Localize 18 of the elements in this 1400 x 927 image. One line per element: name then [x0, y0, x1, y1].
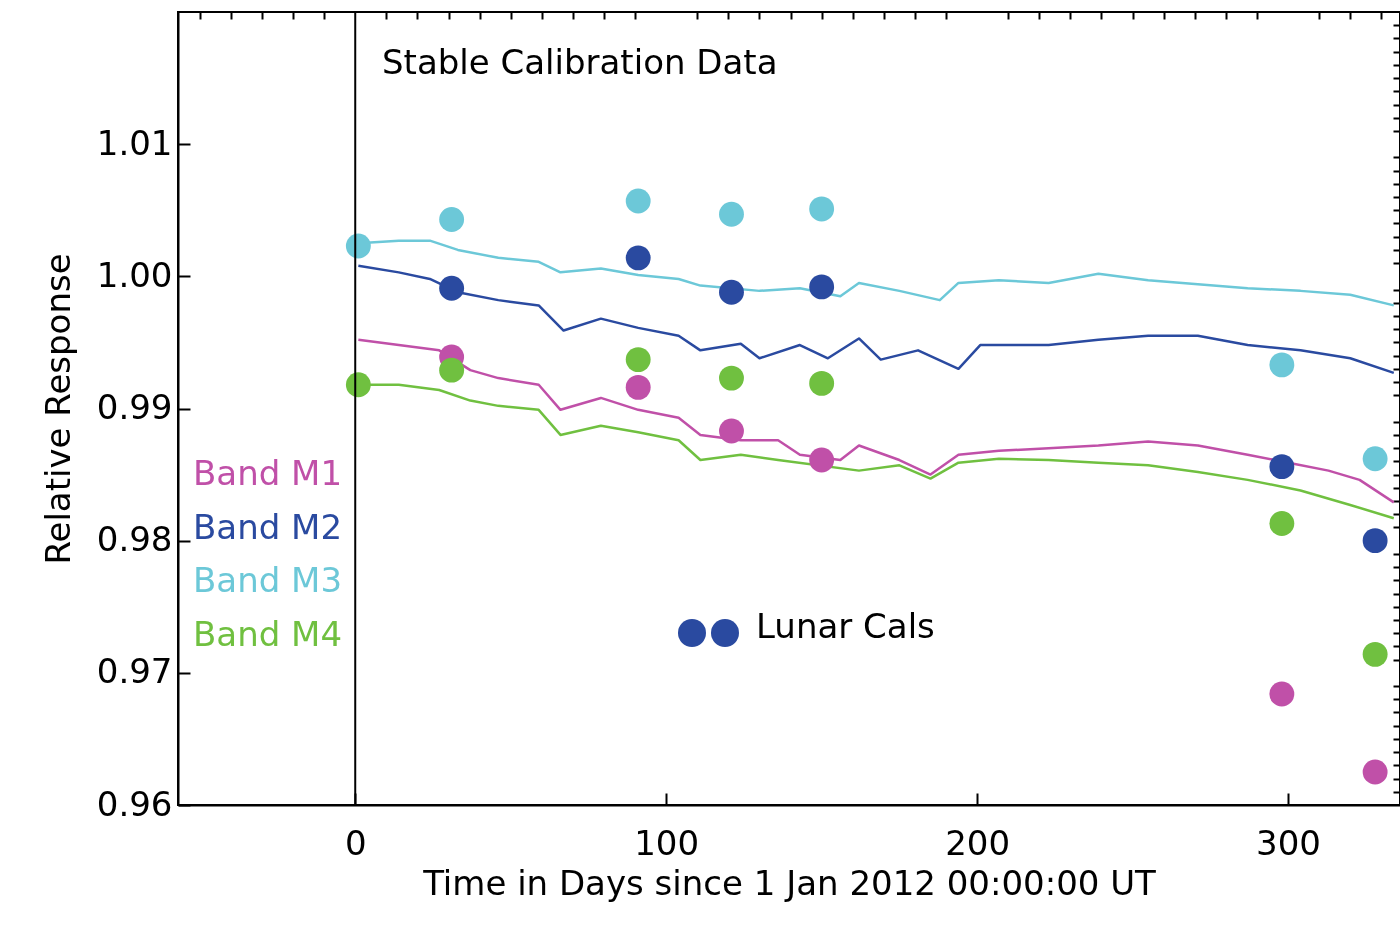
x-tick-label: 200	[945, 822, 1011, 863]
y-tick-label: 0.98	[96, 519, 173, 560]
annotation: Lunar Cals	[756, 606, 935, 646]
text: Band M4	[193, 613, 343, 654]
text: Stable Calibration Data	[382, 42, 778, 82]
y-tick-label: 1.00	[96, 254, 173, 295]
x-tick-label: 100	[634, 822, 700, 863]
y-tick-label: 1.01	[96, 122, 173, 163]
text: Band M1	[193, 453, 343, 493]
x-tick-label: 300	[1256, 822, 1322, 863]
y-tick-label: 0.97	[96, 651, 173, 692]
x-tick-label: 0	[344, 822, 367, 863]
text: Band M2	[193, 506, 343, 547]
text: Band M3	[193, 560, 343, 600]
y-tick-label: 0.96	[96, 783, 173, 824]
y-axis-title: Relative Response	[37, 253, 78, 565]
x-axis-title: Time in Days since 1 Jan 2012 00:00:00 UT	[422, 862, 1157, 903]
y-tick-label: 0.99	[96, 387, 173, 427]
